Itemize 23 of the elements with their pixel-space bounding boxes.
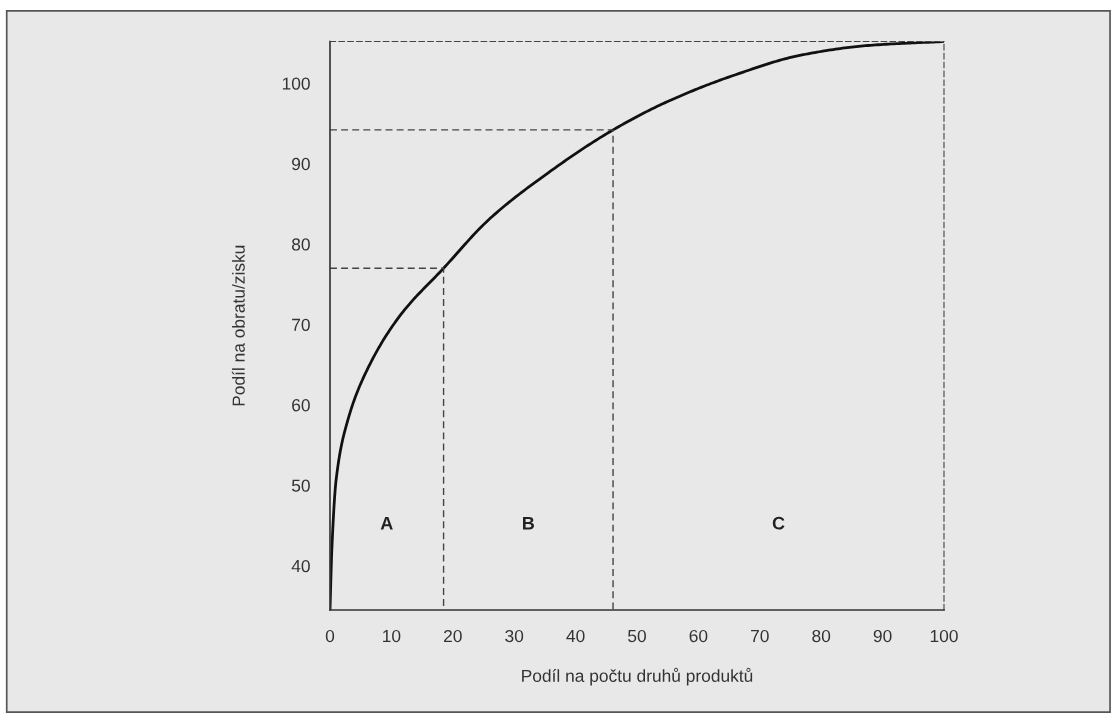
x-tick-label: 0 — [325, 629, 335, 643]
y-tick-label: 70 — [292, 318, 310, 331]
annotation: B — [523, 516, 535, 530]
y-axis-title: Podíl na obratu/zisku — [231, 245, 245, 406]
x-tick-label: 50 — [628, 629, 646, 643]
y-tick-label: 80 — [291, 238, 310, 251]
x-tick-label: 40 — [566, 629, 585, 643]
x-axis-title: Podíl na počtu druhů produktů — [522, 667, 753, 686]
x-tick-label: 10 — [383, 629, 401, 643]
x-tick-label: 90 — [873, 629, 892, 643]
x-tick-label: 70 — [751, 629, 769, 643]
y-tick-label: 50 — [291, 479, 310, 492]
y-tick-label: 40 — [291, 559, 310, 573]
annotation: A — [380, 516, 393, 530]
y-tick-label: 90 — [292, 157, 310, 171]
y-tick-label: 100 — [282, 77, 310, 90]
x-tick-label: 100 — [930, 629, 958, 643]
annotation: C — [772, 516, 785, 530]
y-tick-label: 60 — [292, 399, 310, 412]
x-tick-label: 30 — [505, 629, 524, 643]
x-tick-label: 80 — [812, 629, 831, 643]
x-tick-label: 60 — [689, 629, 708, 643]
x-tick-label: 20 — [444, 629, 462, 643]
